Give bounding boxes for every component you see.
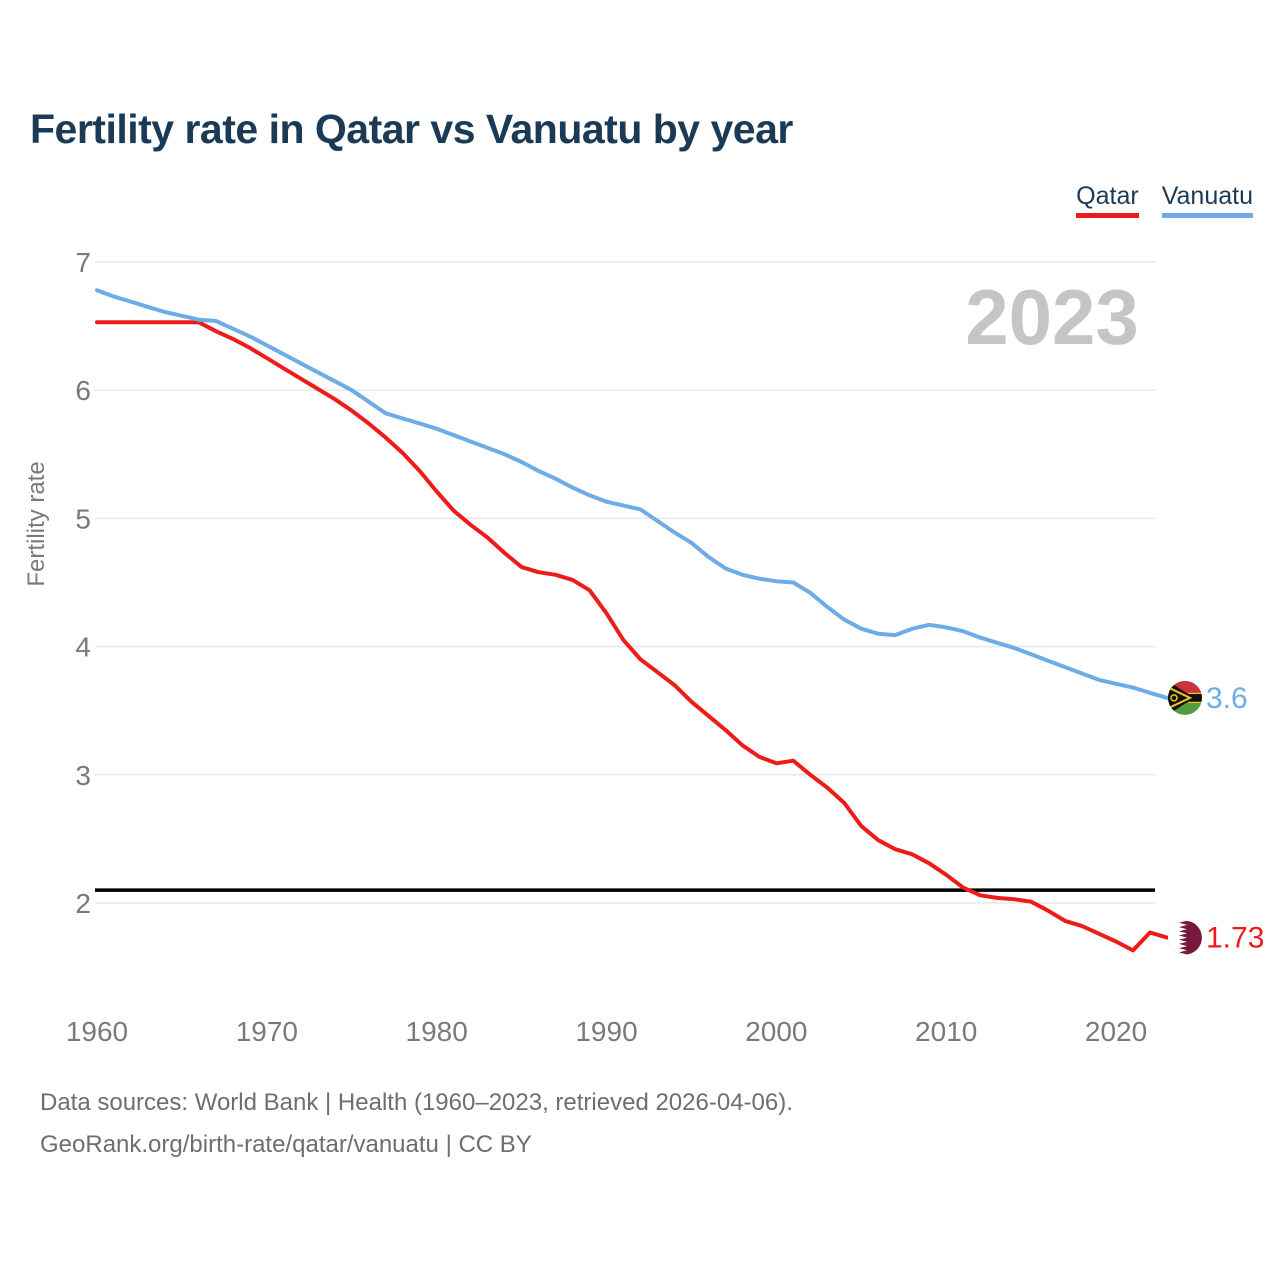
x-tick-label: 1960 bbox=[66, 1016, 128, 1047]
y-axis-title: Fertility rate bbox=[23, 461, 50, 586]
x-tick-label: 1980 bbox=[406, 1016, 468, 1047]
footer-sources: Data sources: World Bank | Health (1960–… bbox=[40, 1089, 793, 1116]
qatar-flag-icon bbox=[1168, 920, 1202, 955]
watermark-year: 2023 bbox=[965, 273, 1139, 361]
legend-item-qatar[interactable]: Qatar bbox=[1076, 184, 1139, 218]
series-end-label-qatar: 1.73 bbox=[1206, 922, 1264, 955]
series-end-label-vanuatu: 3.6 bbox=[1206, 682, 1248, 715]
footer-attribution: GeoRank.org/birth-rate/qatar/vanuatu | C… bbox=[40, 1131, 532, 1158]
series-line-qatar bbox=[95, 320, 1169, 953]
y-tick-label: 5 bbox=[75, 503, 91, 534]
x-tick-label: 1970 bbox=[236, 1016, 298, 1047]
y-tick-label: 2 bbox=[75, 888, 91, 919]
x-tick-label: 2010 bbox=[915, 1016, 977, 1047]
y-tick-label: 7 bbox=[75, 247, 91, 278]
y-tick-label: 3 bbox=[75, 760, 91, 791]
y-tick-label: 6 bbox=[75, 375, 91, 406]
x-tick-label: 1990 bbox=[575, 1016, 637, 1047]
x-tick-label: 2000 bbox=[745, 1016, 807, 1047]
vanuatu-flag-icon bbox=[1168, 680, 1202, 715]
y-tick-label: 4 bbox=[75, 632, 91, 663]
legend-item-vanuatu[interactable]: Vanuatu bbox=[1161, 184, 1253, 218]
footer: Data sources: World Bank | Health (1960–… bbox=[40, 1082, 793, 1166]
chart-title: Fertility rate in Qatar vs Vanuatu by ye… bbox=[30, 106, 793, 152]
x-tick-label: 2020 bbox=[1085, 1016, 1147, 1047]
series-line-vanuatu bbox=[95, 288, 1169, 700]
legend: Qatar Vanuatu bbox=[1076, 184, 1253, 218]
